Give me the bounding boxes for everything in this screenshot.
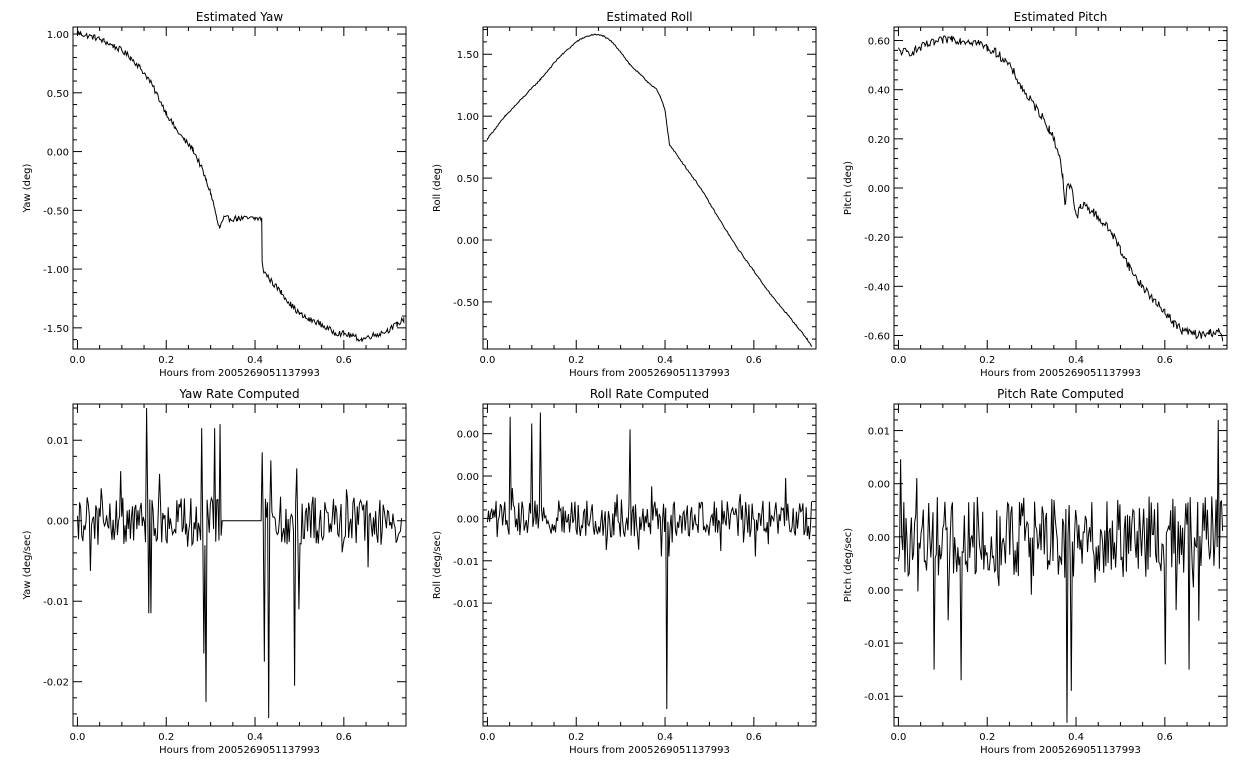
y-axis-label: Yaw (deg) xyxy=(22,163,33,213)
chart-title: Estimated Pitch xyxy=(1014,10,1108,24)
x-axis-label: Hours from 2005269051137993 xyxy=(569,745,730,756)
y-tick-label: 0.00 xyxy=(457,472,479,483)
series-line xyxy=(486,33,813,347)
y-tick-label: 0.00 xyxy=(868,586,890,597)
x-tick-label: 0.2 xyxy=(158,732,174,743)
x-tick-label: 0.4 xyxy=(1068,355,1084,366)
x-tick-label: 0.4 xyxy=(247,355,263,366)
series-line xyxy=(897,419,1224,723)
chart-panel-3: Estimated Pitch 0.0 0.2 0.4 0.6 0.60 0.40 0.20 0… xyxy=(843,10,1228,379)
y-tick-label: 1.00 xyxy=(47,30,69,41)
x-tick-label: 0.6 xyxy=(1157,355,1173,366)
x-tick-label: 0.0 xyxy=(69,355,85,366)
y-tick-label: -1.50 xyxy=(43,324,69,335)
chart-panel-1: Estimated Yaw 0.0 0.2 0.4 0.6 1.00 0.50 0.00 -0.… xyxy=(22,10,407,379)
plot-frame xyxy=(72,26,407,350)
y-tick-label: 0.00 xyxy=(457,236,479,247)
y-tick-label: -0.01 xyxy=(864,639,890,650)
y-tick-label: 0.01 xyxy=(868,427,890,438)
chart-title: Pitch Rate Computed xyxy=(997,387,1124,401)
x-tick-label: 0.0 xyxy=(890,355,906,366)
series-line xyxy=(486,412,813,710)
y-axis-label: Roll (deg) xyxy=(432,164,443,212)
x-tick-label: 0.4 xyxy=(657,355,673,366)
plot-frame xyxy=(72,403,407,727)
x-tick-label: 0.0 xyxy=(479,355,495,366)
x-tick-label: 0.6 xyxy=(336,355,352,366)
x-tick-label: 0.0 xyxy=(479,732,495,743)
x-tick-label: 0.6 xyxy=(336,732,352,743)
y-axis-label: Pitch (deg) xyxy=(843,161,854,215)
y-tick-label: 0.00 xyxy=(868,480,890,491)
y-tick-label: 0.00 xyxy=(47,148,69,159)
y-axis-label: Pitch (deg/sec) xyxy=(843,528,854,603)
chart-panel-6: Pitch Rate Computed 0.0 0.2 0.4 0.6 0.01 0.00 0… xyxy=(843,387,1228,756)
x-tick-label: 0.2 xyxy=(568,732,584,743)
x-tick-label: 0.0 xyxy=(69,732,85,743)
chart-panel-2: Estimated Roll 0.0 0.2 0.4 0.6 1.50 1.00 0.50 0.… xyxy=(432,10,817,379)
series-line xyxy=(76,30,405,343)
y-tick-label: -0.01 xyxy=(864,692,890,703)
y-tick-label: 0.00 xyxy=(457,430,479,441)
y-tick-label: -1.00 xyxy=(43,265,69,276)
y-tick-label: 0.00 xyxy=(457,514,479,525)
y-tick-label: -0.40 xyxy=(864,282,890,293)
y-tick-label: -0.01 xyxy=(43,597,69,608)
y-tick-label: 0.50 xyxy=(457,174,479,185)
x-axis-label: Hours from 2005269051137993 xyxy=(569,368,730,379)
chart-title: Yaw Rate Computed xyxy=(178,387,299,401)
x-tick-label: 0.2 xyxy=(979,732,995,743)
y-tick-label: 1.00 xyxy=(457,112,479,123)
series-line xyxy=(897,35,1224,342)
y-axis-label: Roll (deg/sec) xyxy=(432,531,443,599)
y-tick-label: -0.60 xyxy=(864,331,890,342)
plot-frame xyxy=(482,26,817,350)
plot-frame xyxy=(893,403,1228,727)
series-line xyxy=(76,408,403,718)
x-tick-label: 0.4 xyxy=(247,732,263,743)
x-tick-label: 0.4 xyxy=(657,732,673,743)
y-tick-label: -0.50 xyxy=(453,298,479,309)
y-tick-label: 1.50 xyxy=(457,50,479,61)
y-tick-label: 0.60 xyxy=(868,37,890,48)
y-tick-label: 0.40 xyxy=(868,86,890,97)
x-axis-label: Hours from 2005269051137993 xyxy=(159,745,320,756)
y-tick-label: 0.01 xyxy=(47,436,69,447)
x-tick-label: 0.2 xyxy=(979,355,995,366)
chart-panel-4: Yaw Rate Computed 0.0 0.2 0.4 0.6 0.01 0.00 -0.… xyxy=(22,387,407,756)
y-tick-label: 0.00 xyxy=(868,533,890,544)
x-tick-label: 0.2 xyxy=(568,355,584,366)
chart-title: Estimated Roll xyxy=(606,10,692,24)
x-axis-label: Hours from 2005269051137993 xyxy=(980,368,1141,379)
plot-frame xyxy=(482,403,817,727)
x-axis-label: Hours from 2005269051137993 xyxy=(159,368,320,379)
y-axis-label: Yaw (deg/sec) xyxy=(22,530,33,600)
x-tick-label: 0.4 xyxy=(1068,732,1084,743)
y-tick-label: -0.01 xyxy=(453,557,479,568)
y-tick-label: 0.00 xyxy=(868,184,890,195)
x-tick-label: 0.0 xyxy=(890,732,906,743)
chart-title: Roll Rate Computed xyxy=(590,387,709,401)
y-tick-label: -0.02 xyxy=(43,678,69,689)
chart-title: Estimated Yaw xyxy=(196,10,283,24)
x-tick-label: 0.6 xyxy=(746,355,762,366)
y-tick-label: 0.20 xyxy=(868,135,890,146)
x-tick-label: 0.2 xyxy=(158,355,174,366)
y-tick-label: -0.50 xyxy=(43,206,69,217)
plot-frame xyxy=(893,26,1228,350)
y-tick-label: 0.50 xyxy=(47,89,69,100)
chart-panel-5: Roll Rate Computed 0.0 0.2 0.4 0.6 0.00 0.00 0.… xyxy=(432,387,817,756)
x-tick-label: 0.6 xyxy=(1157,732,1173,743)
x-axis-label: Hours from 2005269051137993 xyxy=(980,745,1141,756)
y-tick-label: -0.20 xyxy=(864,233,890,244)
y-tick-label: 0.00 xyxy=(47,517,69,528)
x-tick-label: 0.6 xyxy=(746,732,762,743)
y-tick-label: -0.01 xyxy=(453,599,479,610)
